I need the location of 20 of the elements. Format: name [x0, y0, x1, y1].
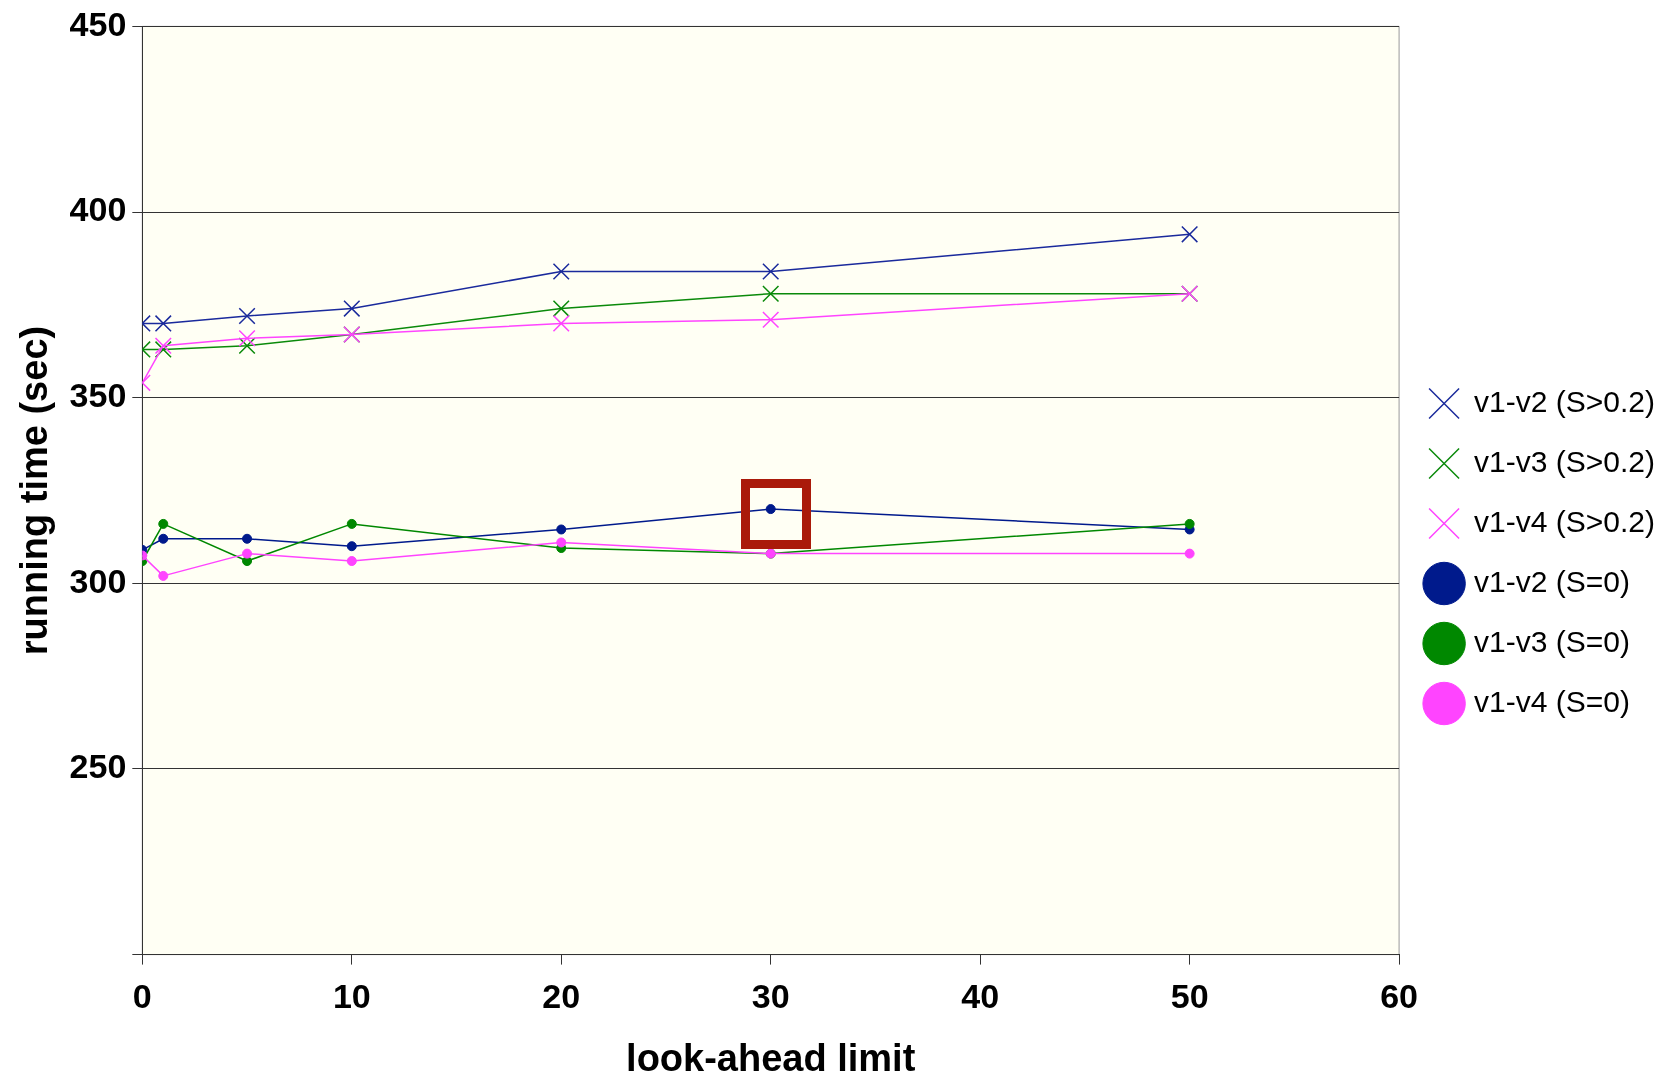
x-tick-label: 30: [751, 977, 790, 1016]
legend-label: v1-v3 (S=0): [1474, 624, 1630, 658]
x-tick-label: 0: [132, 977, 152, 1016]
y-tick-label: 250: [69, 747, 127, 786]
legend-label: v1-v2 (S>0.2): [1474, 384, 1656, 418]
x-tick-label: 10: [332, 977, 371, 1016]
x-tick-label: 40: [961, 977, 1000, 1016]
x-tick-label: 20: [542, 977, 581, 1016]
y-tick-label: 350: [69, 376, 127, 415]
legend-label: v1-v4 (S=0): [1474, 684, 1630, 718]
legend-label: v1-v3 (S>0.2): [1474, 444, 1656, 478]
y-tick-label: 450: [69, 4, 127, 43]
x-tick-label: 50: [1170, 977, 1209, 1016]
y-tick-label: 300: [69, 561, 127, 600]
x-axis-title: look-ahead limit: [626, 1036, 916, 1079]
x-tick-label: 60: [1380, 977, 1419, 1016]
y-tick-label: 400: [69, 190, 127, 229]
legend-label: v1-v4 (S>0.2): [1474, 504, 1656, 538]
y-axis-title: running time (sec): [13, 325, 56, 656]
legend-label: v1-v2 (S=0): [1474, 564, 1630, 598]
